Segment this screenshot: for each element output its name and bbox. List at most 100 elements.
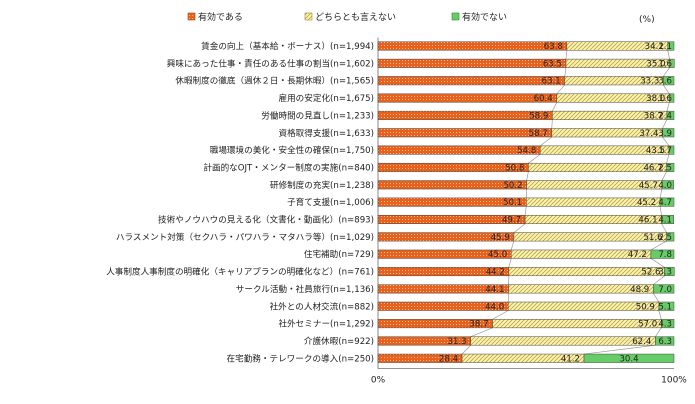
connector-line xyxy=(666,102,670,112)
bar-row: 人事制度人事制度の明確化（キャリアプランの明確化など）(n=761) 44.2 52… xyxy=(106,266,675,278)
category-label: 人事制度人事制度の明確化（キャリアプランの明確化など）(n=761) xyxy=(106,266,374,278)
category-label: サークル活動・社員旅行(n=1,136) xyxy=(236,283,374,295)
bar-row: 雇用の安定化(n=1,675) 60.4 38.01.6 xyxy=(278,92,675,104)
category-label: 休暇制度の徹底（週休２日・長期休暇）(n=1,565) xyxy=(175,75,374,87)
legend-label: 有効でない xyxy=(462,11,507,23)
bar-segment xyxy=(661,180,674,190)
bar-segment xyxy=(662,128,675,138)
connector-line xyxy=(659,188,663,198)
bar-row: ハラスメント対策（セクハラ・パワハラ・マタハラ等）(n=1,029) 45.9 51… xyxy=(116,231,675,243)
legend-swatch xyxy=(187,12,196,21)
value-label: 38.7 xyxy=(644,111,663,121)
x-tick-label: 0% xyxy=(371,376,386,386)
category-label: 社外セミナー(n=1,292) xyxy=(278,318,374,330)
category-label: 興味にあった仕事・責任のある仕事の割当(n=1,602) xyxy=(167,57,374,69)
category-label: 住宅補助(n=729) xyxy=(304,248,374,260)
category-label: 計画的なOJT・メンター制度の実施(n=840) xyxy=(203,161,374,173)
value-label: 45.2 xyxy=(637,198,656,208)
value-label: 1.7 xyxy=(658,146,672,156)
x-axis: 0% 100% xyxy=(371,37,687,386)
connector-line xyxy=(528,154,541,164)
category-label: 資格取得支援(n=1,633) xyxy=(278,127,374,139)
connector-line xyxy=(513,223,526,233)
value-label: 41.2 xyxy=(561,354,580,364)
value-label: 31.3 xyxy=(448,337,467,347)
value-label: 3.9 xyxy=(658,129,672,139)
bar-row: 技術やノウハウの見える化（文書化・動画化）(n=893) 49.7 46.1 4.1 xyxy=(158,214,674,226)
value-label: 48.9 xyxy=(630,285,649,295)
bar-segment xyxy=(666,162,675,172)
x-tick-label: 100% xyxy=(661,376,687,386)
value-label: 44.2 xyxy=(486,268,505,278)
bar-segment xyxy=(661,319,675,329)
connector-line xyxy=(551,119,553,129)
value-label: 60.4 xyxy=(534,94,553,104)
connector-line xyxy=(556,84,566,95)
value-label: 54.8 xyxy=(517,146,536,156)
category-label: 在宅勤務・テレワークの導入(n=250) xyxy=(227,352,374,364)
value-label: 35.0 xyxy=(646,59,665,69)
connector-line xyxy=(583,344,656,355)
value-label: 4.1 xyxy=(658,216,672,226)
bar-row: 介護休暇(n=922) 31.3 62.4 6.3 xyxy=(304,335,675,347)
category-label: 雇用の安定化(n=1,675) xyxy=(278,92,374,104)
bar-row: 資格取得支援(n=1,633) 58.7 37.4 3.9 xyxy=(278,127,675,139)
bar-row: サークル活動・社員旅行(n=1,136) 44.1 48.9 7.0 xyxy=(236,283,675,295)
bar-segment xyxy=(377,145,541,155)
connector-line xyxy=(667,50,670,60)
connector-line xyxy=(510,240,515,251)
value-label: 38.7 xyxy=(469,320,488,330)
value-label: 3.6 xyxy=(658,77,672,87)
connector-line xyxy=(663,84,670,94)
bar-segment xyxy=(668,145,675,155)
legend-swatch xyxy=(451,12,460,21)
connector-line xyxy=(650,258,665,268)
value-label: 45.0 xyxy=(488,250,507,260)
bar-segment xyxy=(666,110,675,120)
bar-row: 在宅勤務・テレワークの導入(n=250) 28.4 41.2 30.4 xyxy=(227,352,675,364)
category-label: ハラスメント対策（セクハラ・パワハラ・マタハラ等）(n=1,029) xyxy=(116,231,374,243)
bar-segment xyxy=(661,215,674,224)
category-label: 職場環境の美化・安全性の確保(n=1,750) xyxy=(210,144,374,156)
connector-line xyxy=(661,223,667,233)
bar-segment xyxy=(377,93,558,103)
value-label: 63.8 xyxy=(544,42,563,52)
value-label: 58.9 xyxy=(529,111,548,121)
bar-row: 労働時間の見直し(n=1,233) 58.9 38.72.4 xyxy=(261,109,675,121)
value-label: 2.5 xyxy=(658,233,672,243)
value-label: 5.1 xyxy=(658,302,672,312)
connector-line xyxy=(461,344,471,355)
bar-segment xyxy=(667,41,675,51)
connector-line xyxy=(526,171,529,181)
value-label: 50.8 xyxy=(505,163,524,173)
value-label: 58.7 xyxy=(529,129,548,139)
legend-label: どちらとも言えない xyxy=(315,11,396,23)
value-label: 63.1 xyxy=(542,77,561,87)
bar-row: 計画的なOJT・メンター制度の実施(n=840) 50.8 46.72.5 xyxy=(203,161,675,173)
connector-line xyxy=(662,119,668,129)
category-label: 社外との人材交流(n=882) xyxy=(270,300,374,312)
value-label: 1.6 xyxy=(658,94,672,104)
connector-line xyxy=(539,136,552,147)
value-label: 44.1 xyxy=(485,285,504,295)
connector-line xyxy=(666,154,670,164)
connector-line xyxy=(565,50,568,60)
bar-segment xyxy=(659,197,675,207)
value-label: 30.4 xyxy=(619,354,638,364)
bar-row: 社外との人材交流(n=882) 44.0 50.9 5.1 xyxy=(270,300,675,312)
connector-line xyxy=(662,136,670,147)
value-label: 33.3 xyxy=(640,77,659,87)
value-label: 62.4 xyxy=(632,337,651,347)
value-label: 49.7 xyxy=(502,216,521,226)
value-label: 7.8 xyxy=(658,250,672,260)
connector-line xyxy=(470,327,493,338)
connector-line xyxy=(661,171,667,181)
connector-line xyxy=(663,67,670,77)
connector-line xyxy=(653,275,665,285)
category-label: 賃金の向上（基本給・ボーナス）(n=1,994) xyxy=(201,40,374,52)
bar-row: 子育て支援(n=1,006) 50.1 45.2 4.7 xyxy=(287,196,675,208)
value-label: 52.6 xyxy=(641,268,660,278)
connector-line xyxy=(524,206,527,216)
bar-segment xyxy=(655,336,675,346)
